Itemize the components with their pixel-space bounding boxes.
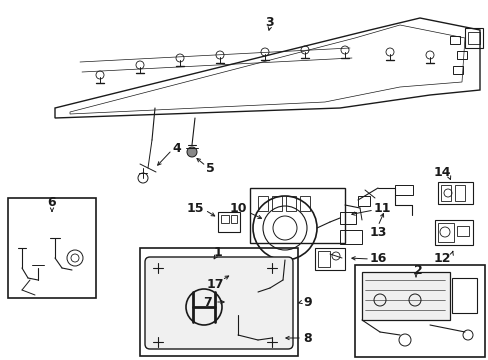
Bar (258, 196, 267, 211)
Text: 10: 10 (229, 202, 246, 215)
Bar (452, 66, 462, 74)
Text: 12: 12 (432, 252, 450, 265)
Bar (449, 36, 459, 44)
Text: 4: 4 (172, 141, 181, 154)
Bar (456, 226, 468, 236)
Text: 5: 5 (205, 162, 214, 175)
Bar (339, 212, 355, 224)
Bar (230, 215, 237, 223)
Bar (299, 196, 309, 211)
Bar (227, 295, 247, 310)
Bar (394, 185, 412, 195)
Text: 6: 6 (48, 195, 56, 208)
Bar (317, 251, 329, 267)
Bar (454, 185, 464, 201)
Bar (456, 51, 466, 59)
Text: 9: 9 (303, 296, 312, 309)
Bar (140, 248, 297, 356)
Bar (314, 248, 345, 270)
FancyBboxPatch shape (145, 257, 292, 349)
Text: 8: 8 (303, 332, 312, 345)
Bar (249, 188, 345, 243)
Text: 15: 15 (186, 202, 203, 215)
Text: 14: 14 (432, 166, 450, 179)
Text: 13: 13 (368, 225, 386, 239)
Bar (437, 223, 453, 242)
Bar (467, 32, 479, 44)
Bar (271, 196, 282, 211)
Bar (285, 196, 295, 211)
Bar (354, 265, 484, 357)
Bar (339, 230, 361, 244)
Bar (437, 182, 472, 204)
Bar (218, 212, 240, 232)
Bar (229, 275, 245, 283)
Text: 2: 2 (413, 264, 422, 276)
Text: 16: 16 (368, 252, 386, 265)
Bar (230, 298, 239, 307)
Bar (357, 196, 369, 206)
Polygon shape (55, 18, 479, 118)
Circle shape (186, 147, 197, 157)
Bar (361, 272, 449, 320)
Bar (464, 28, 482, 48)
Text: 3: 3 (265, 15, 274, 28)
Text: 1: 1 (213, 246, 222, 258)
Bar (451, 278, 476, 313)
Text: 17: 17 (206, 279, 224, 292)
Bar (269, 298, 291, 310)
Bar (221, 215, 228, 223)
Bar (8, 198, 96, 298)
Bar (440, 185, 450, 201)
Text: 7: 7 (203, 296, 212, 309)
Text: 11: 11 (372, 202, 390, 215)
Bar (434, 220, 472, 245)
